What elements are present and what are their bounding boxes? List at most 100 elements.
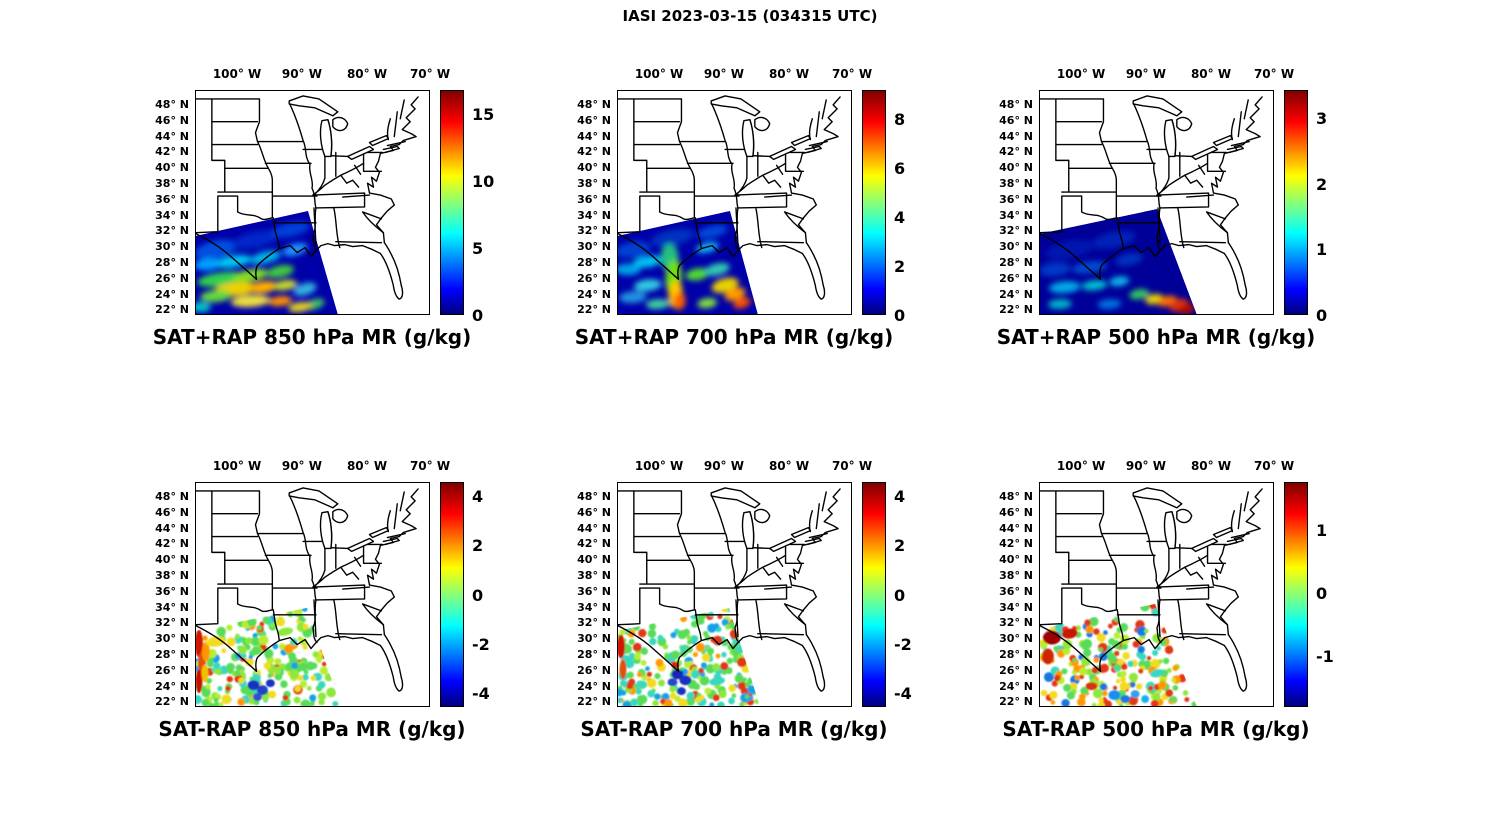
lat-tick-label: 48° N [577, 490, 611, 504]
map-svg [618, 483, 851, 706]
colorbar [1284, 482, 1308, 707]
lat-tick-label: 26° N [155, 271, 189, 285]
lat-tick-label: 44° N [999, 129, 1033, 143]
lat-tick-label: 36° N [155, 192, 189, 206]
lat-tick-label: 44° N [577, 129, 611, 143]
lat-tick-label: 22° N [999, 695, 1033, 709]
lat-tick-label: 46° N [999, 113, 1033, 127]
colorbar-tick-label: 4 [894, 486, 906, 506]
lat-tick-label: 44° N [155, 521, 189, 535]
lat-tick-label: 40° N [577, 553, 611, 567]
map-plot [617, 482, 852, 707]
lat-tick-label: 40° N [155, 161, 189, 175]
lat-tick-label: 46° N [155, 505, 189, 519]
map-plot [1039, 482, 1274, 707]
colorbar-tick-label: 3 [1316, 109, 1328, 129]
lon-tick-label: 90° W [281, 67, 322, 81]
lat-tick-label: 48° N [155, 490, 189, 504]
lon-tick-label: 100° W [1056, 67, 1106, 81]
lat-tick-label: 40° N [155, 553, 189, 567]
panel-title: SAT+RAP 850 hPa MR (g/kg) [152, 325, 472, 349]
lon-tick-label: 100° W [634, 459, 684, 473]
lon-tick-label: 100° W [634, 67, 684, 81]
colorbar-tick-label: 1 [1316, 240, 1328, 260]
lat-tick-label: 30° N [577, 632, 611, 646]
lat-tick-label: 38° N [155, 177, 189, 191]
satellite-swath [196, 607, 339, 706]
lat-tick-label: 46° N [155, 113, 189, 127]
lon-tick-label: 80° W [768, 67, 810, 81]
colorbar-tick-label: 4 [894, 208, 906, 228]
lat-tick-label: 24° N [155, 287, 189, 301]
colorbar-tick-label: 0 [1316, 306, 1328, 325]
lat-tick-label: 28° N [577, 647, 611, 661]
satellite-swath [618, 210, 758, 314]
lat-tick-label: 42° N [999, 145, 1033, 159]
colorbar-tick-label: -4 [894, 684, 912, 704]
lat-tick-label: 42° N [999, 537, 1033, 551]
lat-tick-label: 42° N [577, 145, 611, 159]
colorbar [862, 90, 886, 315]
colorbar-tick-label: -2 [894, 634, 912, 654]
lon-tick-label: 80° W [346, 459, 388, 473]
lat-tick-label: 28° N [999, 255, 1033, 269]
colorbar-tick-label: 1 [1316, 520, 1328, 540]
lon-tick-label: 90° W [703, 459, 744, 473]
map-plot [195, 90, 430, 315]
map-plot [1039, 90, 1274, 315]
lon-tick-label: 100° W [212, 67, 262, 81]
lat-tick-label: 22° N [155, 695, 189, 709]
lon-tick-label: 90° W [703, 67, 744, 81]
satellite-swath [1040, 603, 1197, 706]
lat-tick-label: 28° N [155, 647, 189, 661]
lon-tick-label: 80° W [346, 67, 388, 81]
lat-tick-label: 42° N [577, 537, 611, 551]
lat-tick-label: 34° N [577, 208, 611, 222]
lon-tick-label: 100° W [1056, 459, 1106, 473]
colorbar-gradient [863, 483, 885, 706]
colorbar-tick-label: 5 [472, 239, 484, 259]
lon-tick-label: 100° W [212, 459, 262, 473]
lat-tick-label: 42° N [155, 145, 189, 159]
lat-tick-label: 30° N [155, 240, 189, 254]
colorbar-tick-label: 2 [894, 536, 906, 556]
colorbar-tick-label: 4 [472, 486, 484, 506]
colorbar-tick-label: 2 [894, 257, 906, 277]
lat-tick-label: 30° N [999, 240, 1033, 254]
lat-tick-label: 32° N [999, 224, 1033, 238]
map-panel: 100° W 90° W 80° W 70° W 48° N 46° N 44° N 42°… [969, 447, 1399, 787]
figure-title: IASI 2023-03-15 (034315 UTC) [622, 7, 878, 25]
lat-tick-label: 26° N [999, 271, 1033, 285]
lat-tick-label: 26° N [155, 663, 189, 677]
lat-tick-label: 40° N [999, 161, 1033, 175]
map-panel: 100° W 90° W 80° W 70° W 48° N 46° N 44° N 42°… [969, 55, 1399, 395]
lat-tick-label: 26° N [577, 663, 611, 677]
lat-tick-label: 30° N [577, 240, 611, 254]
lat-tick-label: 22° N [577, 303, 611, 317]
lon-tick-label: 90° W [1125, 459, 1166, 473]
colorbar-tick-label: 15 [472, 105, 495, 125]
lat-tick-label: 24° N [577, 679, 611, 693]
lat-tick-label: 34° N [155, 600, 189, 614]
panel-title: SAT+RAP 500 hPa MR (g/kg) [996, 325, 1316, 349]
colorbar-tick-label: 0 [894, 306, 906, 325]
colorbar-gradient [1285, 483, 1307, 706]
map-plot [617, 90, 852, 315]
lat-tick-label: 42° N [155, 537, 189, 551]
lat-tick-label: 36° N [999, 192, 1033, 206]
map-panel: 100° W 90° W 80° W 70° W 48° N 46° N 44° N 42°… [547, 55, 977, 395]
lat-tick-label: 24° N [577, 287, 611, 301]
lat-tick-label: 32° N [155, 224, 189, 238]
colorbar-gradient [863, 91, 885, 314]
colorbar-gradient [1285, 91, 1307, 314]
colorbar-tick-label: 0 [472, 306, 484, 325]
lon-tick-label: 70° W [409, 67, 451, 81]
colorbar [440, 482, 464, 707]
lat-tick-label: 40° N [999, 553, 1033, 567]
lat-tick-label: 40° N [577, 161, 611, 175]
map-panel: 100° W 90° W 80° W 70° W 48° N 46° N 44° N 42°… [547, 447, 977, 787]
lat-tick-label: 36° N [999, 584, 1033, 598]
map-svg [618, 91, 851, 314]
lat-tick-label: 48° N [155, 98, 189, 112]
map-svg [1040, 91, 1273, 314]
